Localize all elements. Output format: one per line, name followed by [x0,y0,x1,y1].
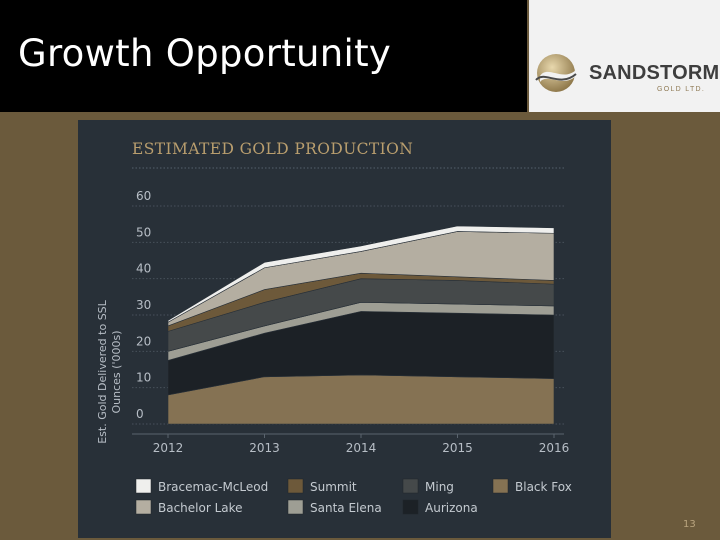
legend-label-bracemac-mcleod: Bracemac-McLeod [158,480,268,494]
legend-swatch-aurizona [402,499,419,515]
gold-production-chart: ESTIMATED GOLD PRODUCTION Est. Gold Deli… [96,140,572,515]
y-axis-label-line-2: Ounces ('000s) [110,331,123,414]
tick-layer: 0 10 20 30 40 50 60 2012 2013 2014 2015 2016 [132,189,569,455]
chart-title: ESTIMATED GOLD PRODUCTION [132,140,413,158]
y-tick-label: 10 [136,371,151,385]
logo-subtitle: GOLD LTD. [657,86,706,93]
logo-panel: SANDSTORM GOLD LTD. [529,0,720,112]
legend-label-summit: Summit [310,480,357,494]
legend-swatch-ming [402,478,419,494]
y-axis-label-line-1: Est. Gold Delivered to SSL [96,299,109,443]
x-tick-label: 2014 [346,441,377,455]
y-tick-label: 0 [136,407,144,421]
legend-swatch-bachelor-lake [135,499,152,515]
area-layer [167,225,555,425]
legend-label-aurizona: Aurizona [425,501,478,515]
sandstorm-logo-icon [535,54,578,92]
x-tick-label: 2016 [539,441,570,455]
legend-swatch-bracemac-mcleod [135,478,152,494]
x-tick-label: 2013 [249,441,280,455]
area-bracemac-mcleod [167,225,555,323]
legend-label-santa-elena: Santa Elena [310,501,382,515]
slide-title: Growth Opportunity [18,32,392,75]
logo-name: SANDSTORM [589,62,720,84]
legend-label-ming: Ming [425,480,454,494]
page-number: 13 [683,519,696,530]
y-tick-label: 20 [136,334,151,348]
legend-label-black-fox: Black Fox [515,480,572,494]
x-tick-label: 2012 [153,441,184,455]
y-tick-label: 50 [136,225,151,239]
legend-label-bachelor-lake: Bachelor Lake [158,501,243,515]
legend-swatch-black-fox [492,478,509,494]
x-tick-label: 2015 [442,441,473,455]
legend-swatch-santa-elena [287,499,304,515]
y-tick-label: 30 [136,298,151,312]
y-tick-label: 60 [136,189,151,203]
chart-panel: ESTIMATED GOLD PRODUCTION Est. Gold Deli… [78,120,611,538]
legend-swatch-summit [287,478,304,494]
legend: Bracemac-McLeod Summit Ming Black Fox Bachel… [135,478,572,515]
y-tick-label: 40 [136,262,151,276]
title-bar: Growth Opportunity [0,0,527,112]
